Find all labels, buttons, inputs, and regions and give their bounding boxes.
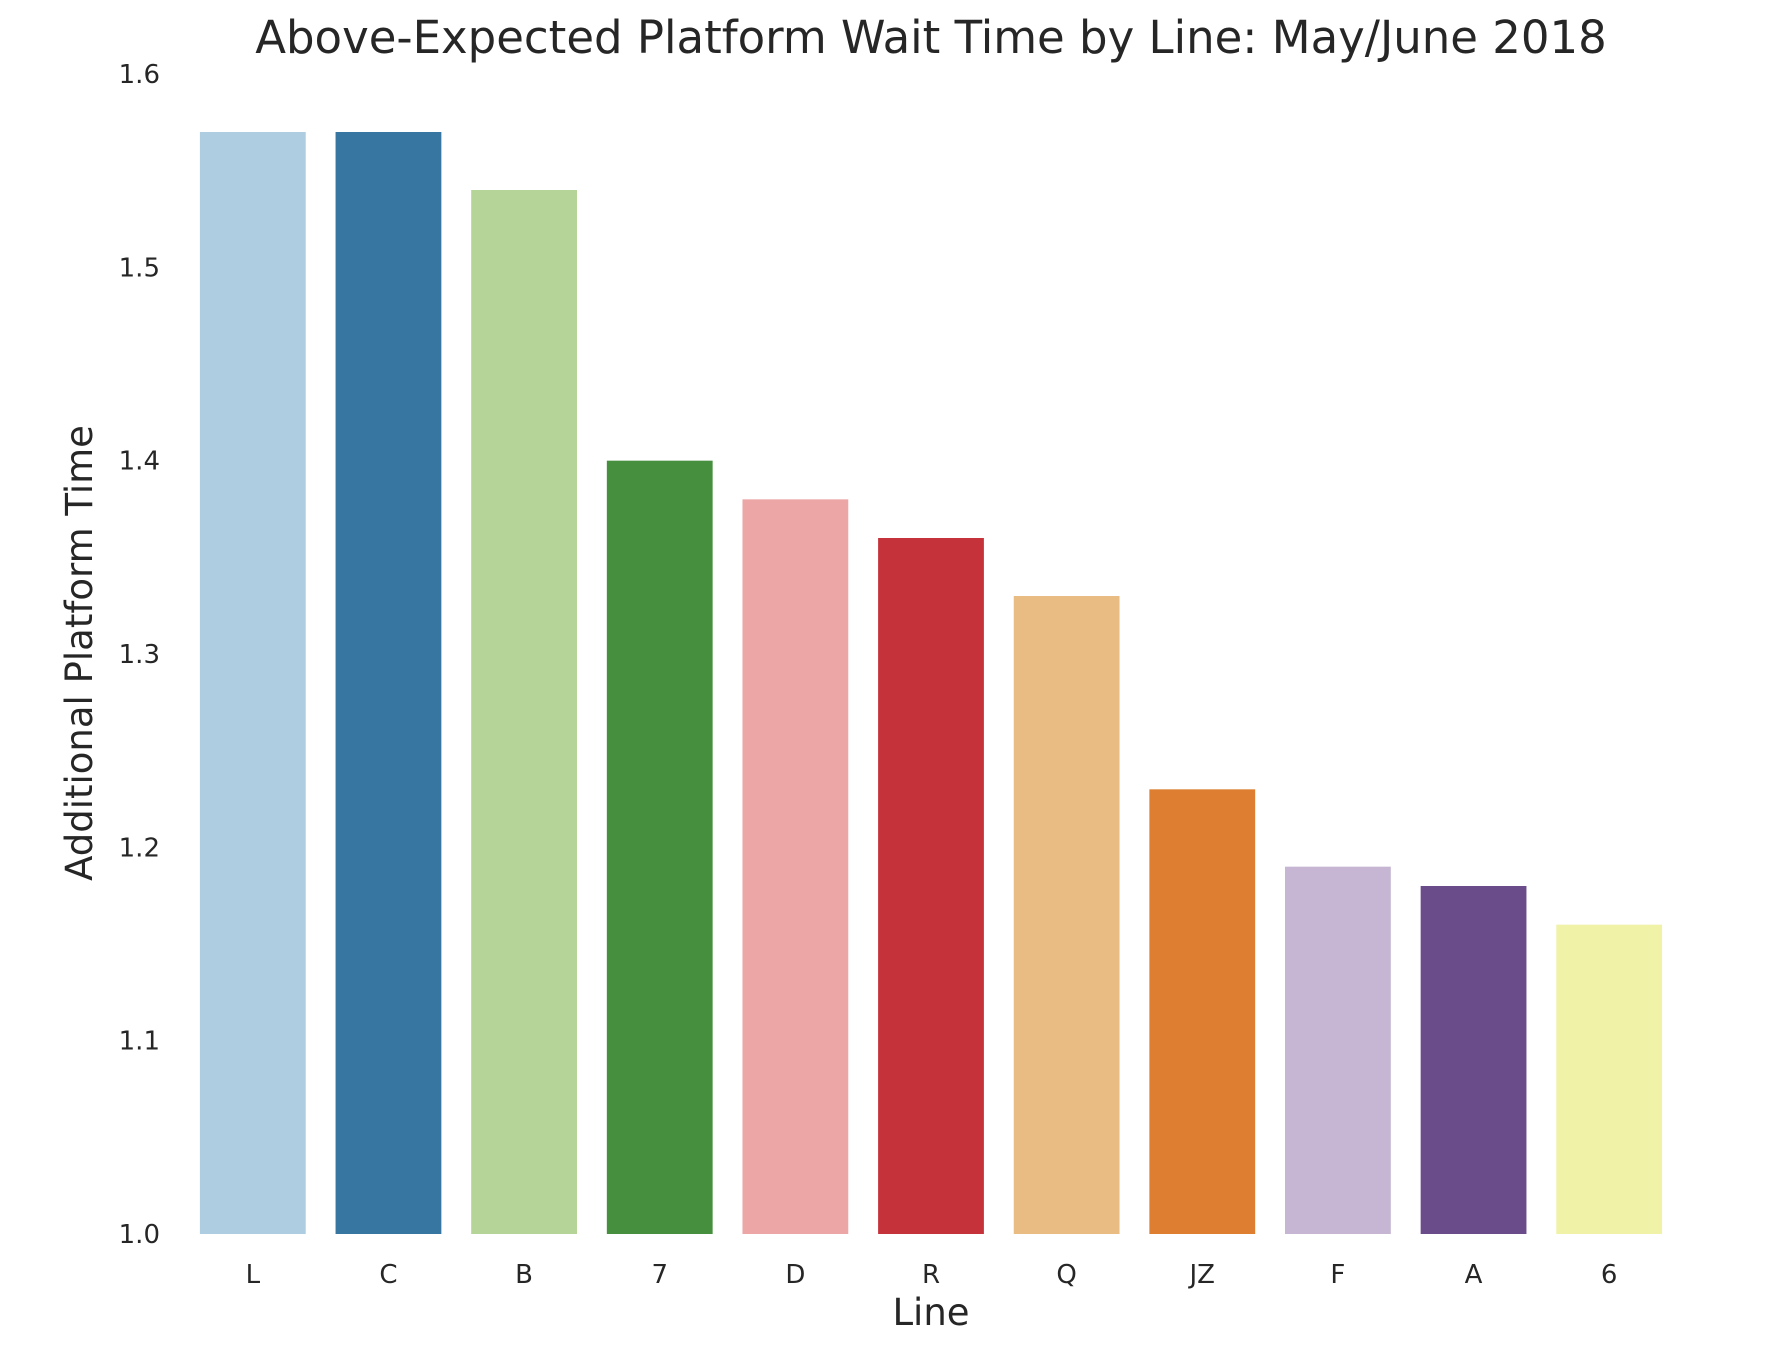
bars-group: [199, 132, 1663, 1235]
y-tick-label: 1.5: [119, 253, 160, 283]
bar-L: [199, 132, 306, 1234]
x-tick-label: R: [922, 1260, 940, 1290]
x-tick-label: L: [246, 1260, 261, 1290]
y-tick-label: 1.3: [119, 640, 160, 670]
y-axis-label: Additional Platform Time: [58, 425, 101, 881]
bar-C: [335, 132, 442, 1234]
bar-Q: [1013, 596, 1120, 1234]
x-tick-label: 6: [1601, 1260, 1618, 1290]
y-tick-label: 1.4: [119, 447, 160, 477]
y-tick-label: 1.1: [119, 1027, 160, 1057]
y-tick-label: 1.2: [119, 833, 160, 863]
x-tick-label: B: [515, 1260, 533, 1290]
x-tick-label: F: [1330, 1260, 1345, 1290]
bar-6: [1556, 924, 1663, 1234]
bar-F: [1285, 866, 1391, 1234]
bar-7: [606, 460, 713, 1234]
x-tick-label: C: [379, 1260, 397, 1290]
x-tick-label: 7: [651, 1260, 668, 1290]
bar-A: [1420, 886, 1527, 1234]
bar-R: [878, 538, 984, 1234]
x-tick-label: A: [1465, 1260, 1483, 1290]
chart-title: Above-Expected Platform Wait Time by Lin…: [255, 11, 1607, 64]
x-axis: L C B 7 D R Q JZ F A 6: [246, 1260, 1618, 1290]
y-tick-label: 1.6: [119, 60, 160, 90]
y-tick-label: 1.0: [119, 1220, 160, 1250]
bar-JZ: [1149, 789, 1256, 1234]
x-tick-label: D: [785, 1260, 805, 1290]
x-axis-label: Line: [892, 1291, 969, 1334]
bar-B: [471, 190, 577, 1234]
x-tick-label: JZ: [1188, 1260, 1215, 1290]
bar-D: [742, 499, 849, 1235]
x-tick-label: Q: [1056, 1260, 1076, 1290]
y-axis: 1.0 1.1 1.2 1.3 1.4 1.5 1.6: [119, 60, 160, 1250]
